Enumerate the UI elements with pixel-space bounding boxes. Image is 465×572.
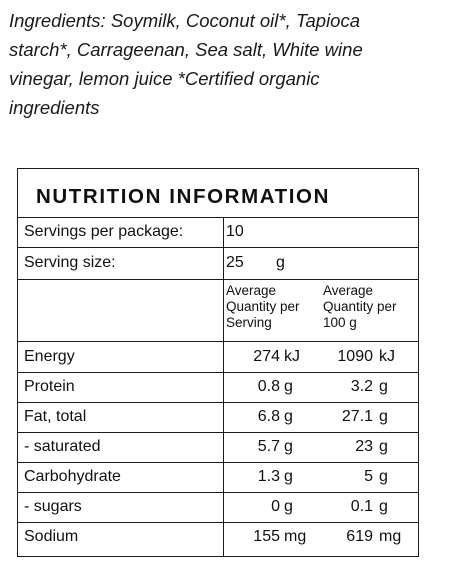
divider [18, 372, 418, 373]
divider [18, 402, 418, 403]
nutrition-panel: NUTRITION INFORMATION Servings per packa… [17, 168, 419, 557]
serving-value: 6.8 [257, 408, 280, 425]
serving-unit: g [284, 408, 293, 425]
serving-value: 1.3 [257, 468, 280, 485]
nutrient-label: Carbohydrate [24, 468, 121, 485]
serving-unit: g [284, 468, 293, 485]
servings-label: Servings per package: [24, 223, 184, 240]
per100-unit: g [379, 378, 388, 395]
divider [18, 279, 418, 280]
per100-unit: kJ [379, 348, 395, 365]
ingredients-line: vinegar, lemon juice *Certified organic [9, 68, 320, 89]
nutrient-label: Sodium [24, 528, 79, 545]
nutrient-label: Energy [24, 348, 75, 365]
col-per100-header: Average Quantity per 100 g [323, 283, 397, 331]
nutrient-label: Protein [24, 378, 75, 395]
column-divider [223, 217, 224, 556]
ingredients-line: Ingredients: Soymilk, Coconut oil*, Tapi… [9, 10, 361, 31]
header-line: Quantity per [226, 299, 300, 314]
serving-unit: g [284, 378, 293, 395]
serving-value: 274 [253, 348, 280, 365]
serving-value: 0 [271, 498, 280, 515]
per100-value: 619 [346, 528, 373, 545]
serving-size-value: 25 [226, 254, 244, 271]
divider [18, 462, 418, 463]
serving-unit: kJ [284, 348, 300, 365]
per100-value: 5 [364, 468, 373, 485]
col-serving-header: Average Quantity per Serving [226, 283, 300, 331]
serving-unit: g [284, 438, 293, 455]
divider [18, 432, 418, 433]
divider [18, 492, 418, 493]
divider [18, 217, 418, 218]
ingredients-text: Ingredients: Soymilk, Coconut oil*, Tapi… [9, 6, 459, 122]
header-line: Serving [226, 315, 272, 330]
per100-unit: mg [379, 528, 402, 545]
ingredients-line: starch*, Carrageenan, Sea salt, White wi… [9, 39, 363, 60]
per100-value: 0.1 [350, 498, 373, 515]
header-line: Quantity per [323, 299, 397, 314]
header-line: Average [323, 283, 374, 298]
ingredients-line: ingredients [9, 97, 100, 118]
nutrient-label: Fat, total [24, 408, 87, 425]
serving-unit: mg [284, 528, 307, 545]
serving-unit: g [284, 498, 293, 515]
nutrition-title: NUTRITION INFORMATION [36, 185, 330, 208]
divider [18, 247, 418, 248]
per100-unit: g [379, 498, 388, 515]
serving-value: 155 [253, 528, 280, 545]
per100-value: 27.1 [341, 408, 373, 425]
per100-value: 3.2 [350, 378, 373, 395]
nutrient-label: - sugars [24, 498, 82, 515]
serving-value: 0.8 [257, 378, 280, 395]
per100-unit: g [379, 438, 388, 455]
divider [18, 341, 418, 342]
per100-value: 23 [355, 438, 373, 455]
header-line: 100 g [323, 315, 357, 330]
divider [18, 522, 418, 523]
header-line: Average [226, 283, 277, 298]
per100-value: 1090 [337, 348, 373, 365]
servings-value: 10 [226, 223, 244, 240]
per100-unit: g [379, 468, 388, 485]
serving-value: 5.7 [257, 438, 280, 455]
serving-size-unit: g [276, 254, 285, 271]
serving-size-label: Serving size: [24, 254, 116, 271]
nutrient-label: - saturated [24, 438, 101, 455]
per100-unit: g [379, 408, 388, 425]
